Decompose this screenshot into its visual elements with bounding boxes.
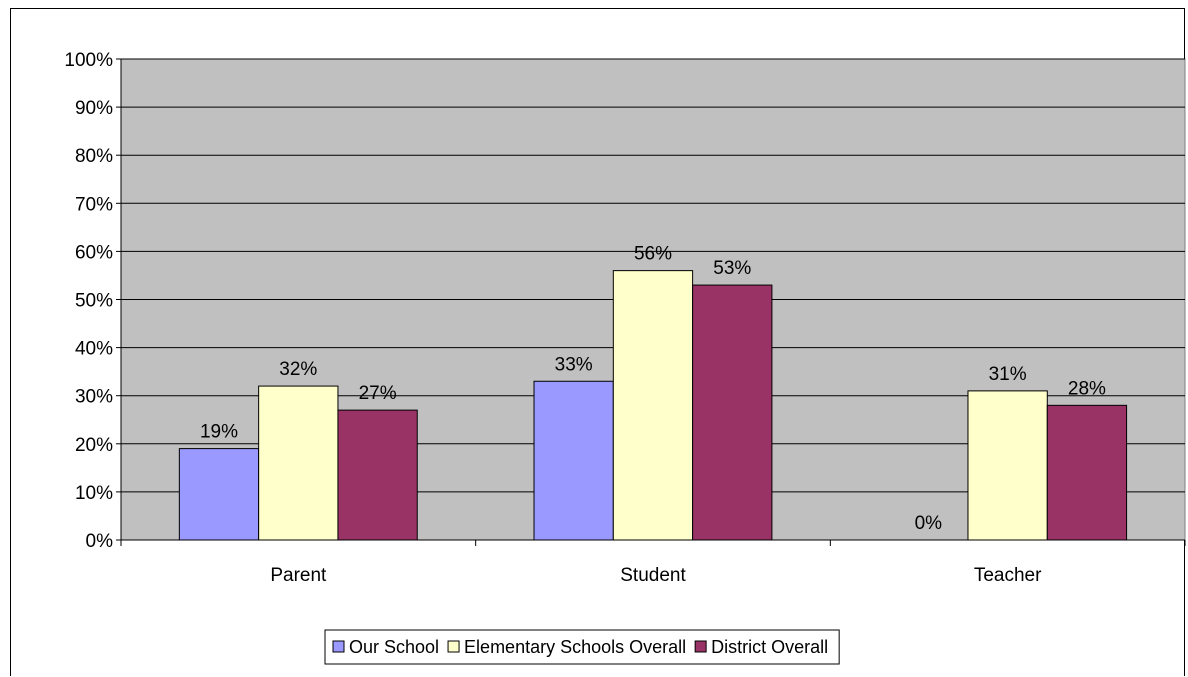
data-labels: 19% 32% 27% 33% 56% 53% 0% 31% 28% (200, 244, 1106, 534)
bar-1-0 (533, 380, 614, 541)
x-category-label: Student (620, 565, 686, 586)
data-label: 27% (359, 383, 397, 404)
x-category-label: Teacher (974, 565, 1042, 586)
legend-swatch (332, 640, 345, 653)
bar-0-1 (258, 385, 339, 541)
y-tick-label: 10% (75, 483, 113, 504)
y-tick-label: 30% (75, 387, 113, 408)
legend-swatch (694, 640, 707, 653)
y-tick-label: 90% (75, 98, 113, 119)
data-label: 53% (713, 258, 751, 279)
y-tick-label: 100% (64, 50, 113, 71)
y-axis: 0% 10% 20% 30% 40% 50% 60% 70% 80% 90% 100% (64, 50, 122, 552)
y-tick-label: 60% (75, 242, 113, 263)
legend-box (324, 629, 840, 665)
legend-swatch (447, 640, 460, 653)
legend: Our School Elementary Schools Overall Dist… (324, 629, 840, 665)
y-tick-label: 40% (75, 339, 113, 360)
y-tick-label: 0% (86, 531, 114, 552)
y-tick-label: 70% (75, 194, 113, 215)
legend-label: District Overall (711, 637, 828, 657)
bar-chart: 0% 10% 20% 30% 40% 50% 60% 70% 80% 90% 100% 19% 32%… (64, 50, 1186, 665)
data-label: 19% (200, 422, 238, 443)
data-label: 33% (555, 354, 593, 375)
bar-1-1 (612, 270, 694, 541)
y-tick-label: 50% (75, 291, 113, 312)
x-axis: Parent Student Teacher (120, 539, 1186, 586)
chart-frame: 0% 10% 20% 30% 40% 50% 60% 70% 80% 90% 100% 19% 32%… (10, 8, 1186, 676)
y-tick-label: 80% (75, 146, 113, 167)
data-label: 56% (634, 244, 672, 265)
bar-1-2 (692, 284, 773, 541)
y-tick-label: 20% (75, 435, 113, 456)
data-label: 31% (989, 364, 1027, 385)
data-label: 28% (1068, 378, 1106, 399)
x-category-label: Parent (270, 565, 327, 586)
bar-2-2 (1046, 404, 1128, 541)
legend-label: Our School (349, 637, 439, 657)
bar-2-1 (967, 390, 1048, 541)
data-label: 32% (279, 359, 317, 380)
bars (178, 270, 1128, 541)
legend-label: Elementary Schools Overall (464, 637, 686, 657)
bar-0-0 (178, 448, 260, 541)
bar-0-2 (337, 409, 418, 541)
data-label: 0% (915, 513, 943, 534)
